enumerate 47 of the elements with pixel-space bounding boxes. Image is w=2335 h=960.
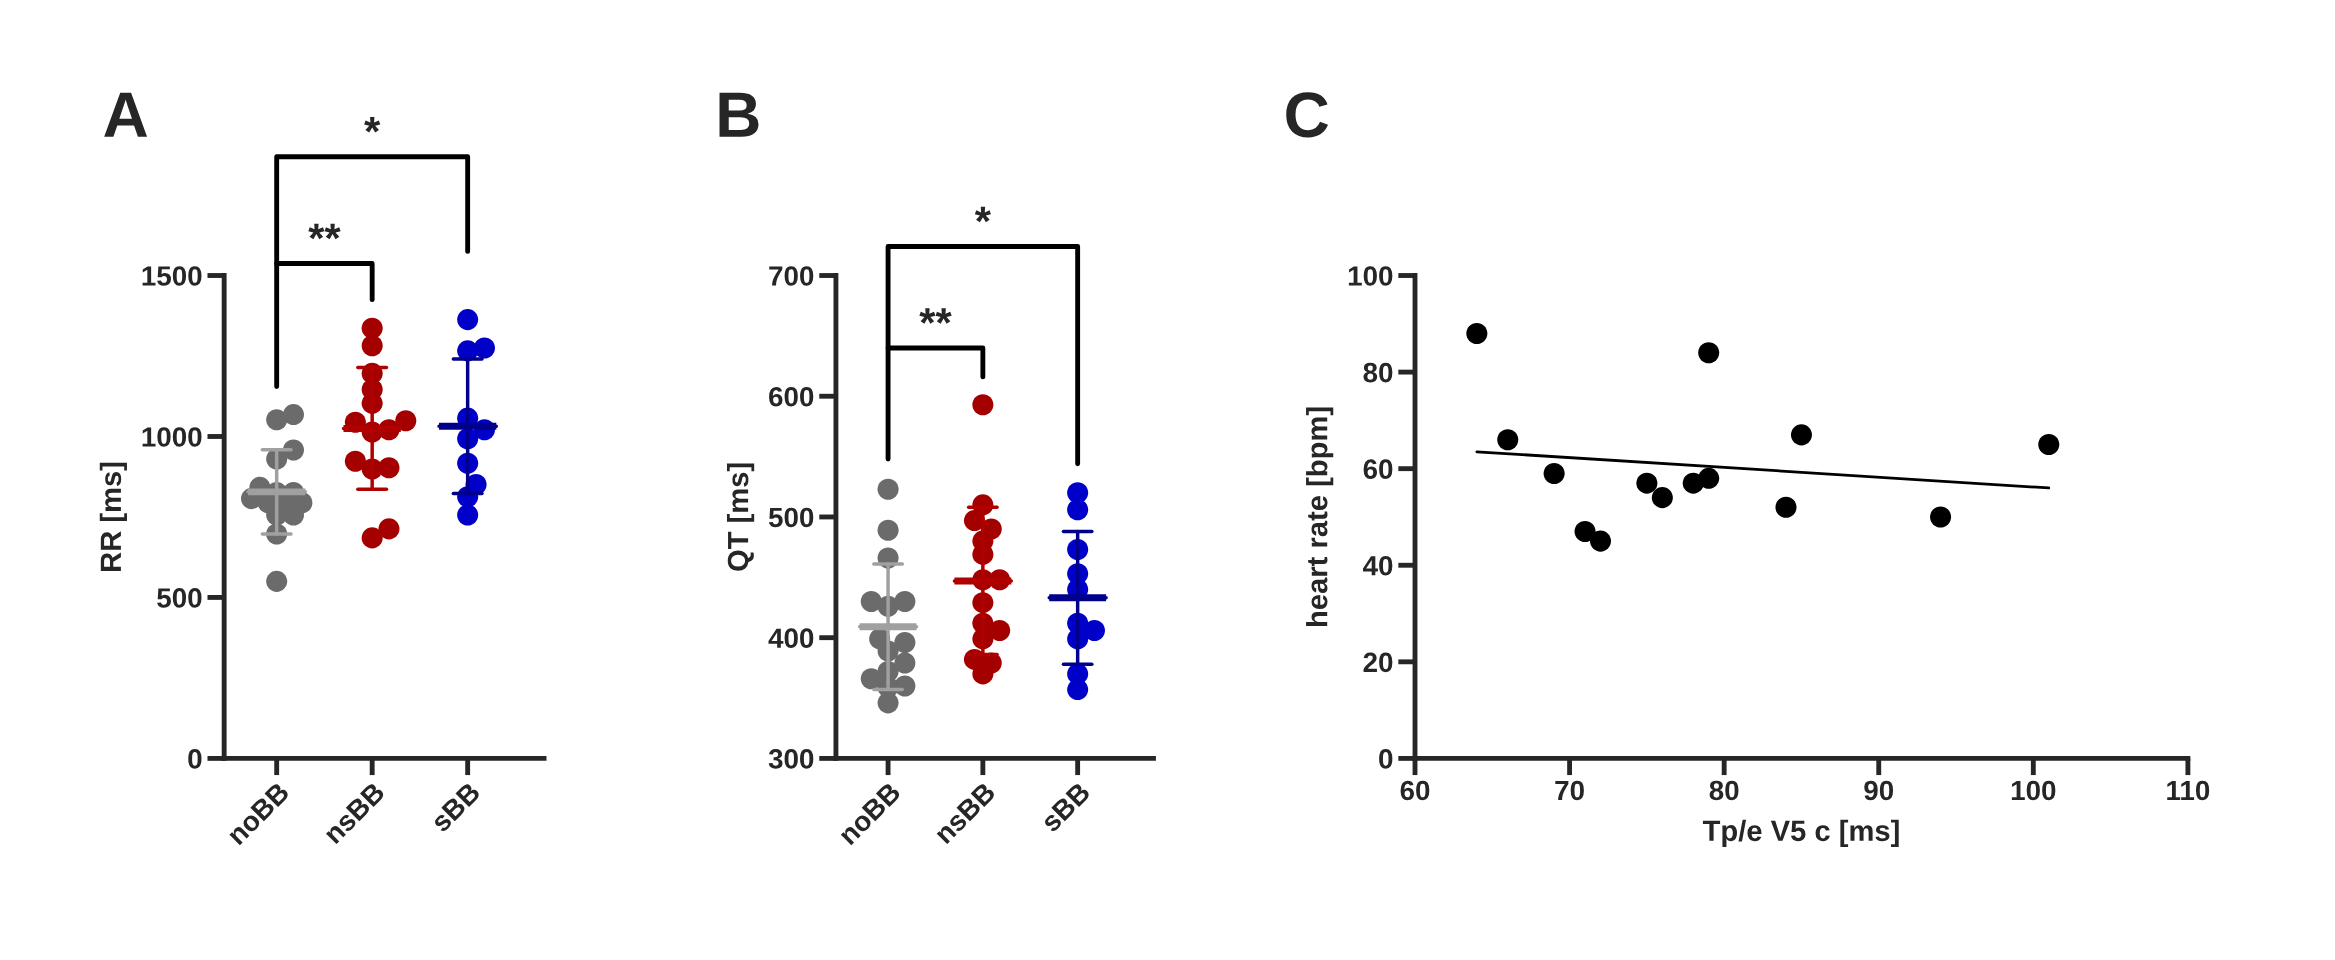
chart-title: C [1286, 92, 1329, 138]
x-tick-label: sBB [429, 781, 482, 833]
y-axis-title: heart rate [bpm] [1306, 407, 1334, 626]
text: ** [308, 223, 341, 240]
y-tick-label: 40 [1363, 555, 1393, 576]
point [1589, 530, 1612, 552]
y-tick-label: 500 [157, 588, 202, 608]
x-tick-label: 80 [1709, 780, 1739, 801]
y-axis-title: QT [ms] [726, 463, 755, 571]
text: * [974, 206, 991, 223]
chart-title: A [104, 92, 148, 137]
x-tick-label: sBB [1039, 781, 1092, 833]
point [1930, 506, 1952, 528]
point [1651, 487, 1673, 509]
point [1775, 496, 1797, 518]
point [1497, 429, 1519, 451]
point [1790, 424, 1812, 446]
point [1543, 462, 1565, 485]
x-axis-title: Tp/e V5 c [ms] [1702, 819, 1899, 847]
y-axis-title: RR [ms] [99, 462, 127, 571]
x-tick-label: 100 [2011, 780, 2056, 801]
y-tick-label: 400 [768, 628, 814, 649]
y-tick-label: 100 [1348, 266, 1393, 286]
y-tick-label: 0 [188, 749, 202, 769]
x-tick-label: 90 [1864, 780, 1894, 801]
x-tick-label: 110 [2167, 780, 2210, 801]
y-tick-label: 80 [1363, 362, 1393, 383]
y-tick-label: 60 [1363, 459, 1393, 480]
annotation: ** [919, 308, 952, 324]
text: * [364, 117, 381, 133]
y-tick-label: 0 [1379, 749, 1393, 769]
point [1466, 322, 1488, 344]
point [1698, 342, 1720, 364]
x-tick-label: 60 [1400, 780, 1430, 801]
point [2038, 434, 2060, 456]
y-tick-label: 600 [769, 386, 814, 407]
point [1698, 467, 1720, 489]
chart-title: B [719, 92, 759, 137]
y-tick-label: 20 [1363, 652, 1393, 673]
y-tick-label: 700 [769, 266, 814, 286]
point [1574, 520, 1596, 542]
y-tick-label: 300 [768, 749, 814, 769]
point [1636, 472, 1658, 494]
y-tick-label: 500 [768, 507, 814, 528]
y-tick-label: 1000 [142, 427, 202, 447]
x-tick-label: 70 [1555, 780, 1584, 801]
y-tick-label: 1500 [142, 266, 202, 286]
